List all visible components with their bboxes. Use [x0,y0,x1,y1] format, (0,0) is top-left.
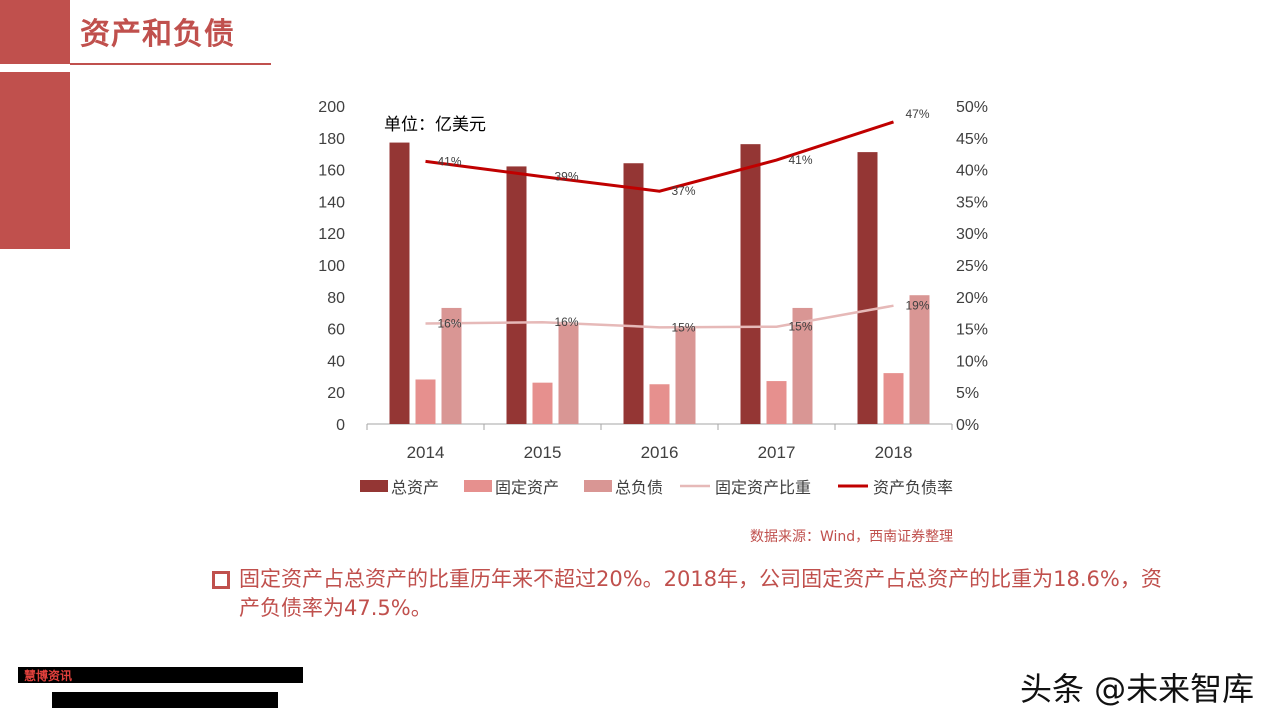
bar-固定资产 [883,373,904,424]
y-tick-label: 80 [327,290,345,307]
bar-固定资产 [532,382,553,424]
bar-总资产 [506,166,527,425]
x-tick-label: 2017 [758,443,796,462]
bar-总资产 [623,163,644,424]
x-tick-label: 2016 [641,443,679,462]
y-tick-label: 200 [318,99,345,116]
x-tick-label: 2018 [875,443,913,462]
legend-swatch-总负债 [584,480,612,492]
legend-label-总负债: 总负债 [615,478,663,497]
bar-固定资产 [415,379,436,424]
x-tick-label: 2014 [407,443,445,462]
legend-label-固定资产: 固定资产 [495,478,559,497]
bar-总负债 [909,295,930,424]
y2-tick-label: 25% [956,258,988,275]
y-tick-label: 0 [336,417,345,434]
x-tick-label: 2015 [524,443,562,462]
data-label-固定资产比重: 16% [438,317,462,331]
bar-总负债 [792,307,813,424]
y-tick-label: 160 [318,163,345,180]
y-tick-label: 120 [318,226,345,243]
y2-tick-label: 50% [956,99,988,116]
page-title: 资产和负债 [80,17,235,52]
assets-liabilities-chart: 0 20 40 60 80 100 120 140 160 180 200 0% 5% 10% 15% 20%… [318,99,988,497]
y-tick-label: 20 [327,385,345,402]
y2-tick-label: 45% [956,131,988,148]
data-label-固定资产比重: 15% [672,320,696,334]
bullet-text: 固定资产占总资产的比重历年来不超过20%。2018年，公司固定资产占总资产的比重… [239,567,1162,620]
data-label-资产负债率: 37% [672,184,696,198]
data-source: 数据来源：Wind，西南证券整理 [750,529,954,545]
line-资产负债率 [425,120,894,193]
data-label-资产负债率: 47% [906,107,930,121]
data-label-资产负债率: 41% [438,154,462,168]
accent-block-top [0,0,70,64]
legend-swatch-固定资产 [464,480,492,492]
data-label-资产负债率: 41% [789,153,813,167]
data-label-固定资产比重: 15% [789,320,813,334]
data-label-固定资产比重: 19% [906,299,930,313]
legend-label-总资产: 总资产 [391,478,439,497]
bullet-point: 固定资产占总资产的比重历年来不超过20%。2018年，公司固定资产占总资产的比重… [212,565,1172,623]
bar-总资产 [857,152,878,425]
bar-总负债 [675,327,696,424]
y2-tick-label: 5% [956,385,979,402]
bar-固定资产 [766,381,787,424]
line-固定资产比重 [425,304,894,329]
square-bullet-icon [212,571,230,589]
y2-tick-label: 20% [956,290,988,307]
y2-tick-label: 30% [956,226,988,243]
y2-tick-label: 35% [956,194,988,211]
y-tick-label: 140 [318,194,345,211]
y2-tick-label: 40% [956,163,988,180]
y2-tick-label: 15% [956,322,988,339]
redacted-bar-bottom [52,692,278,708]
bar-总负债 [441,307,462,424]
footer-label: 慧博资讯 [24,669,73,683]
y-tick-label: 180 [318,131,345,148]
bar-总资产 [389,142,410,424]
legend-label-固定资产比重: 固定资产比重 [715,478,811,497]
data-label-资产负债率: 39% [555,170,579,184]
redacted-bar-top [18,667,303,683]
watermark: 头条 @未来智库 [1020,670,1255,708]
legend-swatch-总资产 [360,480,388,492]
y-tick-label: 100 [318,258,345,275]
y2-tick-label: 10% [956,353,988,370]
data-label-固定资产比重: 16% [555,315,579,329]
unit-label: 单位：亿美元 [384,115,486,135]
y-tick-label: 60 [327,322,345,339]
legend-label-资产负债率: 资产负债率 [873,478,953,497]
y-tick-label: 40 [327,353,345,370]
title-underline [70,63,271,65]
accent-block-side [0,72,70,249]
bar-总资产 [740,144,761,424]
bar-固定资产 [649,384,670,424]
bar-总负债 [558,323,579,424]
y2-tick-label: 0% [956,417,979,434]
